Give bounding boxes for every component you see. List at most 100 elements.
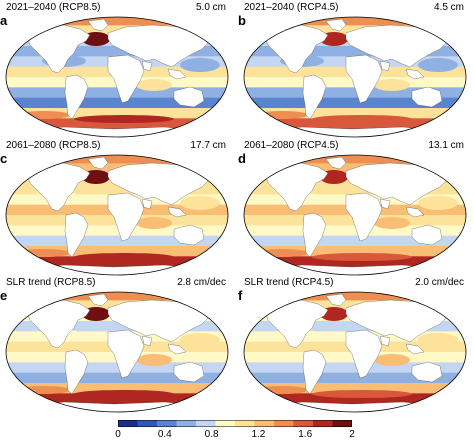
continent-southAmerica (64, 212, 89, 258)
map-outline (243, 291, 467, 413)
panel-b: 2021–2040 (RCP4.5) 4.5 cm b (238, 2, 472, 142)
continent-southAmerica (302, 212, 327, 258)
continent-greenland (325, 156, 347, 170)
continent-africa (107, 329, 145, 379)
continent-seAsia (405, 206, 425, 218)
continent-northAmerica (25, 24, 91, 74)
continent-africa (107, 54, 145, 104)
panel-a: 2021–2040 (RCP8.5) 5.0 cm a (0, 2, 234, 142)
map-outline (5, 16, 229, 138)
ocean-band (6, 155, 228, 164)
colorbar-swatch (313, 420, 333, 427)
colorbar-swatch (176, 420, 197, 427)
west-pacific-anomaly (180, 196, 220, 210)
ocean-band (244, 362, 466, 374)
colorbar-tick-label: 0.8 (204, 429, 219, 440)
ocean-band (244, 118, 466, 130)
south-pacific-anomaly (256, 111, 308, 119)
ocean-band (6, 235, 228, 247)
panel-letter: e (0, 288, 8, 303)
ocean-band (6, 256, 228, 268)
continent-seAsia (405, 68, 425, 80)
continent-arabia (141, 60, 153, 72)
continent-seAsia (167, 343, 187, 355)
panel-letter: b (238, 13, 246, 28)
west-pacific-anomaly (418, 196, 458, 210)
ocean-band (6, 97, 228, 109)
continent-northAmerica (25, 299, 91, 349)
panel-global-mean: 5.0 cm (195, 2, 226, 13)
panel-title: 2021–2040 (RCP8.5) (6, 2, 101, 13)
continent-africa (345, 329, 383, 379)
colorbar-swatch (196, 420, 216, 427)
continent-arabia (141, 335, 153, 347)
colorbar-tick-label: 2 (349, 429, 355, 440)
ocean-band (6, 292, 228, 301)
colorbar-tick-label: 1.6 (298, 429, 313, 440)
ocean-band (244, 17, 466, 26)
colorbar-tick-label: 1.2 (251, 429, 266, 440)
ocean-band (244, 46, 466, 57)
panel-letter: f (238, 288, 243, 303)
panel-global-mean: 2.8 cm/dec (177, 277, 226, 288)
colorbar-swatch (118, 420, 138, 427)
colorbar-swatch (332, 420, 352, 427)
south-pacific-anomaly (256, 249, 308, 257)
ocean-band (244, 372, 466, 384)
continent-greenland (325, 18, 347, 32)
panel-c: 2061–2080 (RCP8.5) 17.7 cm c (0, 140, 234, 280)
panel-d: 2061–2080 (RCP4.5) 13.1 cm d (238, 140, 472, 280)
ocean-band (6, 383, 228, 394)
colorbar-swatch (254, 420, 275, 427)
ocean-band (6, 362, 228, 374)
continent-australia (411, 224, 443, 246)
southern-ocean-anomaly (74, 253, 174, 261)
ocean-band (244, 155, 466, 164)
map-outline (5, 154, 229, 276)
continent-northAmerica (263, 162, 329, 212)
continent-southAmerica (64, 74, 89, 120)
indian-ocean-anomaly (374, 79, 410, 91)
ocean-band (244, 393, 466, 405)
ocean-band (244, 383, 466, 394)
colorbar-swatch (137, 420, 158, 427)
world-map-e (5, 291, 229, 413)
continent-northAmerica (263, 299, 329, 349)
ocean-band (6, 225, 228, 237)
continent-africa (345, 54, 383, 104)
ocean-band (6, 184, 228, 195)
continent-greenland (87, 18, 109, 32)
colorbar (118, 420, 352, 427)
indian-ocean-anomaly (136, 354, 172, 366)
continent-greenland (325, 293, 347, 307)
panel-letter: c (0, 151, 8, 166)
west-pacific-anomaly (180, 333, 220, 347)
continent-africa (107, 192, 145, 242)
ocean-band (244, 108, 466, 119)
world-map-d (243, 154, 467, 276)
continent-southAmerica (64, 349, 89, 395)
map-outline (5, 291, 229, 413)
ocean-band (244, 256, 466, 268)
colorbar-tick-label: 0.4 (157, 429, 172, 440)
continent-arabia (379, 60, 391, 72)
panel-e: SLR trend (RCP8.5) 2.8 cm/dec e (0, 277, 234, 417)
panel-global-mean: 2.0 cm/dec (415, 277, 464, 288)
continent-greenland (87, 293, 109, 307)
continent-southAmerica (302, 74, 327, 120)
west-pacific-anomaly (418, 58, 458, 72)
world-map-a (5, 16, 229, 138)
ocean-band (244, 97, 466, 109)
continent-australia (173, 224, 205, 246)
continent-arabia (141, 198, 153, 210)
southern-ocean-anomaly (312, 253, 412, 261)
panel-title: 2021–2040 (RCP4.5) (244, 2, 339, 13)
ocean-band (244, 184, 466, 195)
west-pacific-anomaly (418, 333, 458, 347)
ocean-band (244, 225, 466, 237)
south-pacific-anomaly (18, 386, 70, 394)
ocean-band (6, 393, 228, 405)
ocean-band (6, 87, 228, 99)
continent-arabia (379, 198, 391, 210)
south-pacific-anomaly (18, 111, 70, 119)
